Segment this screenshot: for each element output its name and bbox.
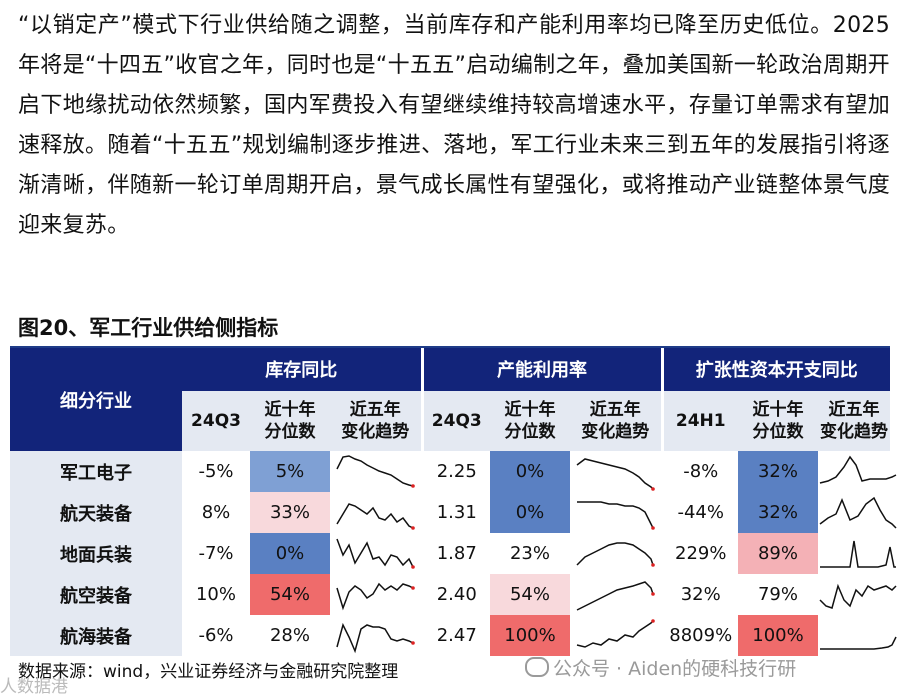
inventory-value: 8% xyxy=(182,492,250,533)
capacity-value: 1.31 xyxy=(420,492,490,533)
table-row: 航天装备 8% 33% 1.31 0% -44% 32% xyxy=(10,492,897,533)
inventory-value: -5% xyxy=(182,451,250,492)
sparkline xyxy=(336,622,416,653)
sparkline xyxy=(819,496,897,529)
inventory-trend xyxy=(330,533,422,574)
industry-name: 军工电子 xyxy=(10,451,182,492)
table-top-rule xyxy=(10,346,890,348)
sparkline xyxy=(820,540,896,568)
inventory-percentile: 5% xyxy=(250,451,330,492)
group-header-inventory: 库存同比 xyxy=(182,348,422,391)
capex-trend xyxy=(818,533,896,574)
inventory-trend xyxy=(330,574,422,615)
col-header: 24Q3 xyxy=(182,390,250,451)
sparkline xyxy=(820,636,897,650)
inventory-percentile: 54% xyxy=(250,574,330,615)
sparkline xyxy=(336,582,416,610)
capacity-trend xyxy=(570,533,662,574)
inventory-value: -6% xyxy=(182,615,250,656)
col-header: 近十年 分位数 xyxy=(490,390,570,451)
col-header-text: 近五年 变化趋势 xyxy=(820,400,888,442)
sparkline xyxy=(819,583,897,609)
corner-watermark: 人数据港 xyxy=(0,677,68,697)
col-header-text: 近五年 变化趋势 xyxy=(341,400,410,442)
col-header: 24Q3 xyxy=(420,390,490,451)
supply-side-table: 细分行业 库存同比 产能利用率 扩张性资本开支同比 24Q3 近十年 分位数 近五… xyxy=(10,348,897,656)
capacity-value: 1.87 xyxy=(420,533,490,574)
col-header: 近十年 分位数 xyxy=(738,390,818,451)
table-row: 军工电子 -5% 5% 2.25 0% -8% 32% xyxy=(10,451,897,492)
col-header-text: 近五年 变化趋势 xyxy=(581,400,650,442)
inventory-trend xyxy=(330,615,422,656)
inventory-trend xyxy=(330,451,422,492)
capacity-percentile: 0% xyxy=(490,451,570,492)
col-header: 近五年 变化趋势 xyxy=(818,390,890,451)
col-header: 近十年 分位数 xyxy=(250,390,330,451)
sparkline xyxy=(336,454,416,488)
sparkline xyxy=(576,457,656,491)
sparkline xyxy=(576,580,656,611)
col-header: 近五年 变化趋势 xyxy=(570,390,662,451)
industry-name: 航天装备 xyxy=(10,492,182,533)
inventory-percentile: 0% xyxy=(250,533,330,574)
col-header-text: 近十年 分位数 xyxy=(752,400,804,442)
capex-value: -44% xyxy=(660,492,738,533)
wechat-icon xyxy=(525,657,549,677)
col-header-text: 近十年 分位数 xyxy=(264,400,316,442)
table-row: 航空装备 10% 54% 2.40 54% 32% 79% xyxy=(10,574,897,615)
figure-title: 图20、军工行业供给侧指标 xyxy=(18,316,279,340)
capex-percentile: 32% xyxy=(738,492,818,533)
sparkline xyxy=(819,455,897,484)
capacity-value: 2.47 xyxy=(420,615,490,656)
sparkline xyxy=(577,618,656,648)
table-row: 航海装备 -6% 28% 2.47 100% 8809% 100% xyxy=(10,615,897,656)
capex-percentile: 100% xyxy=(738,615,818,656)
industry-name: 地面兵装 xyxy=(10,533,182,574)
capacity-percentile: 54% xyxy=(490,574,570,615)
capacity-trend xyxy=(570,574,662,615)
capacity-trend xyxy=(570,492,662,533)
col-header: 24H1 xyxy=(660,390,738,451)
capex-value: 8809% xyxy=(660,615,738,656)
sparkline xyxy=(336,538,416,569)
capex-trend xyxy=(818,492,897,533)
capacity-trend xyxy=(570,451,662,492)
capacity-trend xyxy=(570,615,662,656)
group-header-capex: 扩张性资本开支同比 xyxy=(660,348,890,391)
inventory-trend xyxy=(330,492,422,533)
inventory-value: -7% xyxy=(182,533,250,574)
capex-value: -8% xyxy=(660,451,738,492)
capacity-percentile: 23% xyxy=(490,533,570,574)
inventory-value: 10% xyxy=(182,574,250,615)
table-row: 地面兵装 -7% 0% 1.87 23% 229% 89% xyxy=(10,533,896,574)
capex-value: 32% xyxy=(660,574,738,615)
capex-trend xyxy=(818,615,897,656)
col-header: 近五年 变化趋势 xyxy=(330,390,422,451)
industry-name: 航空装备 xyxy=(10,574,182,615)
sparkline xyxy=(576,541,656,567)
group-header-capacity: 产能利用率 xyxy=(420,348,662,391)
capacity-percentile: 0% xyxy=(490,492,570,533)
capex-percentile: 89% xyxy=(738,533,818,574)
sparkline xyxy=(336,502,416,530)
sparkline xyxy=(577,500,656,530)
watermark: 公众号 · Aiden的硬科技行研 xyxy=(525,654,796,681)
capex-trend xyxy=(818,574,897,615)
industry-name: 航海装备 xyxy=(10,615,182,656)
capex-value: 229% xyxy=(660,533,738,574)
capex-percentile: 79% xyxy=(738,574,818,615)
capacity-value: 2.40 xyxy=(420,574,490,615)
data-source-note: 数据来源：wind，兴业证券经济与金融研究院整理 xyxy=(18,662,399,682)
capex-percentile: 32% xyxy=(738,451,818,492)
capex-trend xyxy=(818,451,897,492)
body-paragraph: “以销定产”模式下行业供给随之调整，当前库存和产能利用率均已降至历史低位。202… xyxy=(18,13,890,238)
capacity-value: 2.25 xyxy=(420,451,490,492)
inventory-percentile: 28% xyxy=(250,615,330,656)
row-header: 细分行业 xyxy=(10,348,182,451)
capacity-percentile: 100% xyxy=(490,615,570,656)
watermark-text: 公众号 · Aiden的硬科技行研 xyxy=(553,658,797,680)
inventory-percentile: 33% xyxy=(250,492,330,533)
col-header-text: 近十年 分位数 xyxy=(504,400,556,442)
